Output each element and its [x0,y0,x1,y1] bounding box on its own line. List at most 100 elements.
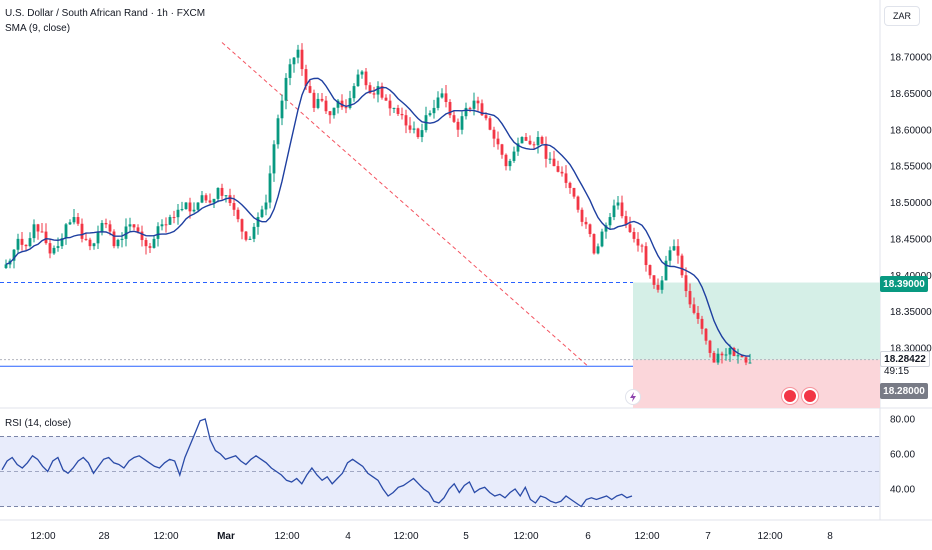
candle-up [392,107,396,109]
candle-down [372,93,376,95]
candle-down [688,291,692,305]
candle-down [132,224,136,228]
candle-up [284,77,288,101]
candle-up [460,116,464,130]
candle-up [52,247,56,254]
candle-up [72,217,76,223]
candle-down [144,240,148,247]
candle-up [660,280,664,290]
candle-up [124,226,128,239]
candle-up [332,107,336,116]
candle-down [532,144,536,146]
candle-down [656,284,660,290]
candle-down [396,107,400,114]
candle-up [28,238,32,247]
sma-legend[interactable]: SMA (9, close) [5,23,71,34]
candle-up [168,217,172,225]
candle-down [568,182,572,188]
candle-down [220,187,224,196]
candle-down [304,69,308,87]
candle-down [572,187,576,197]
long-position-profit-zone[interactable] [633,282,880,360]
candle-down [480,103,484,116]
time-tick-label: Mar [217,531,235,542]
candle-down [76,217,80,224]
descending-trendline[interactable] [221,42,589,367]
candle-down [404,115,408,126]
candle-down [540,137,544,144]
price-tick-label: 18.50000 [890,198,932,209]
rsi-axis[interactable]: 80.00 60.00 40.00 [890,415,915,496]
time-axis[interactable]: 12:00 28 12:00 Mar 12:00 4 12:00 5 12:00 6 12:00 7 1… [30,531,833,542]
candle-down [208,200,212,203]
candle-down [136,227,140,232]
price-tick-label: 18.30000 [890,344,932,355]
candle-up [252,226,256,239]
candle-up [272,144,276,174]
target-price-tag: 18.39000 [880,276,928,292]
candle-up [672,246,676,251]
candle-down [300,49,304,70]
candle-down [324,100,328,112]
candle-up [60,238,64,247]
candle-down [732,348,736,357]
candle-up [92,243,96,247]
candle-down [36,224,40,232]
candle-down [740,355,744,358]
time-tick-label: 12:00 [153,531,178,542]
candle-down [188,202,192,212]
rsi-legend[interactable]: RSI (14, close) [5,418,72,429]
candle-down [388,100,392,109]
candle-down [692,304,696,313]
candle-down [444,93,448,103]
candle-up [604,225,608,232]
symbol-legend[interactable]: U.S. Dollar / South African Rand · 1h · … [5,8,206,19]
candle-down [112,231,116,247]
candle-up [152,238,156,248]
candle-down [148,246,152,248]
candle-down [504,154,508,167]
candle-down [680,255,684,276]
us-event-flag-icon[interactable] [802,388,818,404]
candle-down [632,232,636,239]
candle-down [456,121,460,130]
lightning-event-icon[interactable] [625,389,641,405]
candle-down [496,138,500,145]
price-axis[interactable]: 18.70000 18.65000 18.60000 18.55000 18.50000… [890,53,932,355]
candle-up [96,231,100,244]
candle-down [408,125,412,130]
candle-up [548,158,552,160]
candle-down [644,246,648,266]
rsi-tick-label: 80.00 [890,415,915,426]
candle-down [528,140,532,145]
candle-down [384,97,388,101]
candle-up [616,202,620,206]
candle-down [344,107,348,109]
candle-up [120,238,124,240]
candle-down [44,231,48,244]
candle-down [744,357,748,363]
time-tick-label: 12:00 [274,531,299,542]
candle-up [412,128,416,130]
candle-up [4,264,8,268]
us-event-flag-icon[interactable] [782,388,798,404]
candle-up [64,224,68,239]
currency-button[interactable]: ZAR [884,6,920,26]
candle-down [40,231,44,233]
candle-up [16,238,20,250]
candle-down [704,328,708,341]
time-tick-label: 4 [345,531,351,542]
candle-down [24,244,28,247]
candle-up [296,49,300,58]
candle-up [664,260,668,281]
candle-up [436,97,440,108]
candle-down [228,195,232,204]
price-tick-label: 18.70000 [890,53,932,64]
time-tick-label: 12:00 [513,531,538,542]
candle-up [748,362,752,364]
candle-up [268,173,272,203]
long-position-loss-zone[interactable] [633,359,880,408]
time-tick-label: 12:00 [634,531,659,542]
candle-up [360,71,364,75]
